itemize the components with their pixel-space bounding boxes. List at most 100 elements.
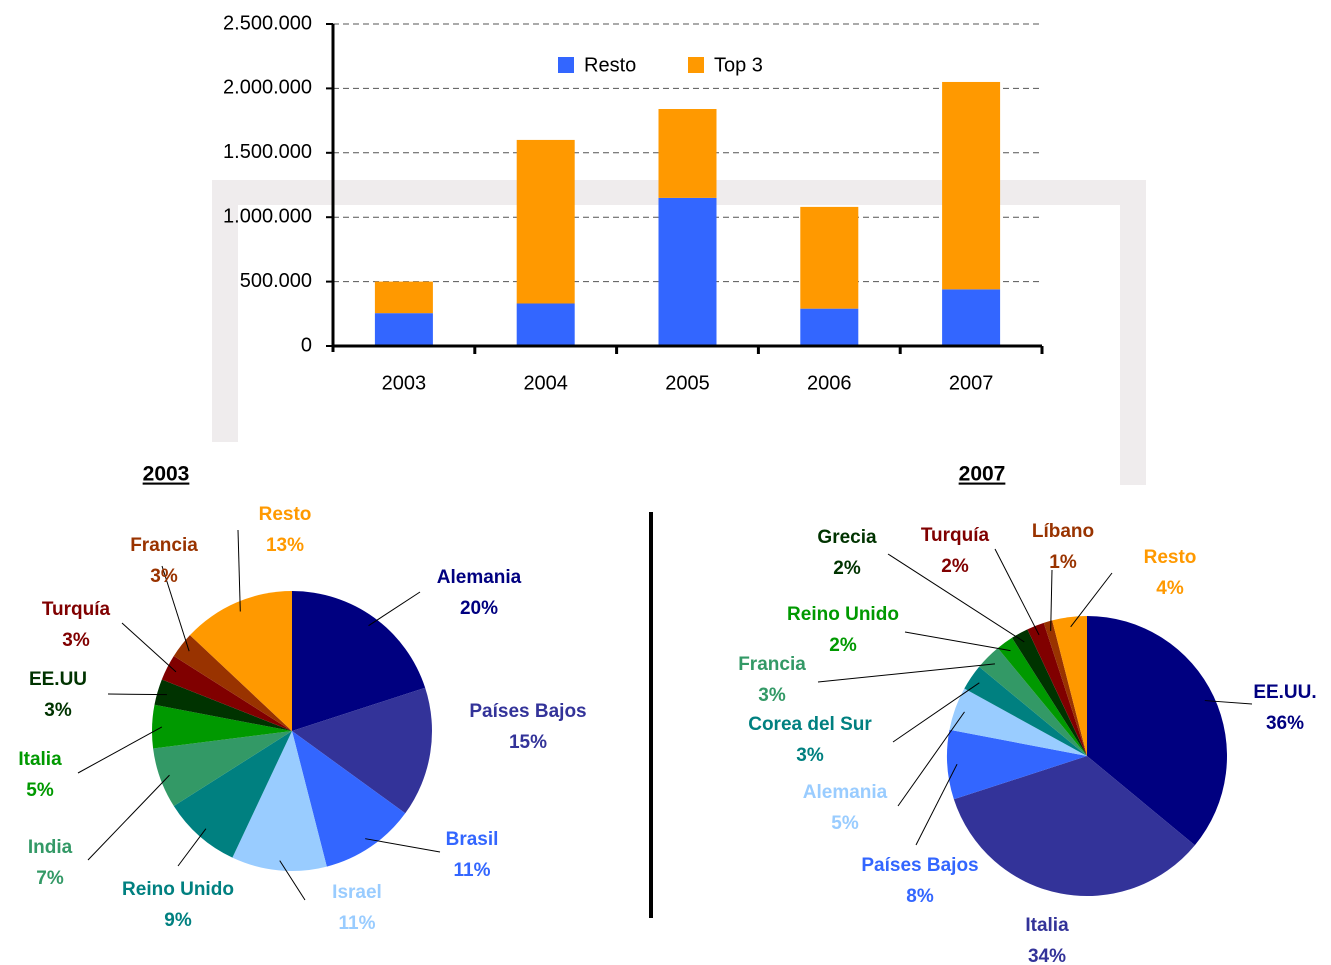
slice-value: 5% [26, 780, 54, 801]
bar [658, 109, 717, 198]
slice-label: Italia [18, 749, 62, 770]
pie-slice [153, 731, 292, 807]
slice-label: EE.UU. [1253, 682, 1316, 703]
slice-value: 3% [62, 630, 90, 651]
y-tick-label: 1.000.000 [223, 205, 312, 227]
pie-slice [173, 731, 292, 858]
slice-value: 1% [1049, 552, 1077, 573]
slice-value: 7% [36, 868, 64, 889]
pie-slice [232, 731, 327, 871]
pie-slice [953, 756, 1195, 896]
leader-line [1070, 572, 1113, 628]
slice-value: 36% [1266, 713, 1304, 734]
leader-line [1050, 569, 1053, 631]
leader-line [887, 553, 1025, 643]
pie-slice [1087, 616, 1227, 846]
slice-value: 3% [150, 566, 178, 587]
pie-slice [292, 591, 426, 731]
y-tick-label: 2.500.000 [223, 12, 312, 34]
leader-line [1204, 700, 1253, 705]
pie-slice [292, 687, 432, 814]
bar [942, 81, 1001, 290]
legend-label: Top 3 [714, 54, 763, 76]
slice-value: 2% [833, 558, 861, 579]
pie-slice [292, 731, 406, 867]
slice-label: EE.UU [29, 669, 87, 690]
pie-slice [1011, 629, 1087, 756]
pie-slice [1027, 622, 1087, 756]
legend-swatch [558, 57, 574, 73]
leader-line [107, 693, 167, 696]
leader-line [237, 529, 241, 612]
leader-line [994, 548, 1040, 636]
bar [800, 206, 859, 309]
leader-line [365, 838, 441, 853]
x-tick-label: 2003 [382, 372, 427, 394]
y-tick-label: 2.000.000 [223, 77, 312, 99]
slice-label: Países Bajos [469, 701, 586, 722]
slice-label: Francia [130, 535, 198, 556]
slice-label: Francia [738, 654, 806, 675]
slice-label: Corea del Sur [748, 714, 872, 735]
bar [516, 303, 575, 346]
leader-line [121, 622, 177, 673]
slice-value: 11% [339, 913, 376, 934]
slice-value: 13% [266, 535, 304, 556]
leader-line [817, 663, 995, 683]
slice-value: 11% [454, 860, 491, 881]
x-tick-label: 2005 [665, 372, 710, 394]
pie-slice [161, 655, 292, 731]
slice-value: 2% [941, 556, 969, 577]
pie-slice [152, 704, 292, 749]
pie-slice [173, 635, 292, 731]
legend-swatch [688, 57, 704, 73]
y-tick-label: 1.500.000 [223, 141, 312, 163]
leader-line [177, 828, 207, 867]
slice-label: Turquía [42, 599, 111, 620]
slice-label: Países Bajos [861, 855, 978, 876]
leader-line [368, 591, 421, 627]
pie-slice [1052, 616, 1087, 756]
slice-label: India [28, 837, 73, 858]
pie-title: 2007 [959, 463, 1006, 486]
pie-title: 2003 [143, 463, 190, 486]
slice-label: Alemania [437, 567, 522, 588]
slice-value: 3% [796, 745, 824, 766]
bar [658, 197, 717, 346]
x-tick-label: 2007 [949, 372, 994, 394]
slice-value: 20% [460, 598, 498, 619]
slice-label: Resto [1144, 547, 1197, 568]
slice-value: 3% [758, 685, 786, 706]
leader-line [897, 711, 965, 807]
slice-value: 8% [906, 886, 934, 907]
pie-slice [189, 591, 292, 731]
y-tick-label: 0 [301, 334, 312, 356]
leader-line [87, 774, 170, 861]
pie-slice [964, 666, 1087, 756]
leader-line [161, 565, 190, 652]
pie-slice [154, 679, 292, 731]
slice-label: Turquía [921, 525, 990, 546]
slice-label: Reino Unido [122, 879, 234, 900]
pie-slice [949, 688, 1087, 756]
leader-line [904, 631, 1011, 652]
legend-label: Resto [584, 54, 636, 76]
slice-label: Reino Unido [787, 604, 899, 625]
bar [800, 308, 859, 346]
slice-value: 4% [1156, 578, 1184, 599]
bar [942, 289, 1001, 346]
slice-value: 9% [164, 910, 192, 931]
bar [374, 281, 433, 314]
bar [374, 313, 433, 346]
pie-slice [979, 648, 1087, 756]
slice-label: Italia [1025, 915, 1069, 936]
slice-label: Grecia [817, 527, 877, 548]
x-tick-label: 2006 [807, 372, 852, 394]
slice-label: Israel [332, 882, 382, 903]
pie-slice [947, 729, 1087, 800]
bar [516, 139, 575, 304]
slice-value: 5% [831, 813, 859, 834]
slice-label: Líbano [1032, 521, 1094, 542]
slice-label: Alemania [803, 782, 888, 803]
y-tick-label: 500.000 [240, 270, 312, 292]
